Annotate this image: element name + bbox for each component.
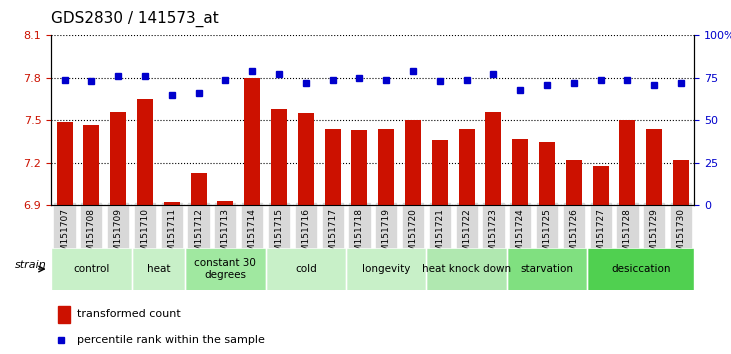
Bar xyxy=(352,130,368,205)
Text: heat knock down: heat knock down xyxy=(422,264,511,274)
Text: control: control xyxy=(73,264,110,274)
Bar xyxy=(110,112,126,205)
FancyBboxPatch shape xyxy=(507,248,587,290)
FancyBboxPatch shape xyxy=(51,248,132,290)
Text: percentile rank within the sample: percentile rank within the sample xyxy=(77,335,265,345)
FancyBboxPatch shape xyxy=(587,248,694,290)
Bar xyxy=(164,202,180,205)
Bar xyxy=(217,201,233,205)
Bar xyxy=(458,129,474,205)
Text: cold: cold xyxy=(295,264,317,274)
Bar xyxy=(58,306,70,323)
Bar xyxy=(566,160,582,205)
FancyBboxPatch shape xyxy=(346,248,426,290)
Bar xyxy=(646,129,662,205)
Text: heat: heat xyxy=(147,264,170,274)
Bar xyxy=(512,139,529,205)
Text: starvation: starvation xyxy=(520,264,574,274)
FancyBboxPatch shape xyxy=(265,248,346,290)
Text: longevity: longevity xyxy=(362,264,410,274)
FancyBboxPatch shape xyxy=(426,248,507,290)
Text: desiccation: desiccation xyxy=(611,264,670,274)
Bar xyxy=(593,166,609,205)
Bar xyxy=(271,109,287,205)
Bar xyxy=(485,112,501,205)
Bar xyxy=(56,122,72,205)
Bar xyxy=(405,120,421,205)
Bar xyxy=(83,125,99,205)
Text: GDS2830 / 141573_at: GDS2830 / 141573_at xyxy=(51,11,219,27)
Bar xyxy=(191,173,207,205)
Bar xyxy=(673,160,689,205)
Text: strain: strain xyxy=(15,260,47,270)
Bar xyxy=(298,113,314,205)
FancyBboxPatch shape xyxy=(185,248,265,290)
Bar xyxy=(432,140,448,205)
Bar xyxy=(539,142,555,205)
Bar xyxy=(325,129,341,205)
Bar xyxy=(378,129,394,205)
Bar xyxy=(619,120,635,205)
Bar xyxy=(137,99,153,205)
Text: transformed count: transformed count xyxy=(77,309,181,319)
FancyBboxPatch shape xyxy=(132,248,185,290)
Bar xyxy=(244,78,260,205)
Text: constant 30
degrees: constant 30 degrees xyxy=(194,258,257,280)
